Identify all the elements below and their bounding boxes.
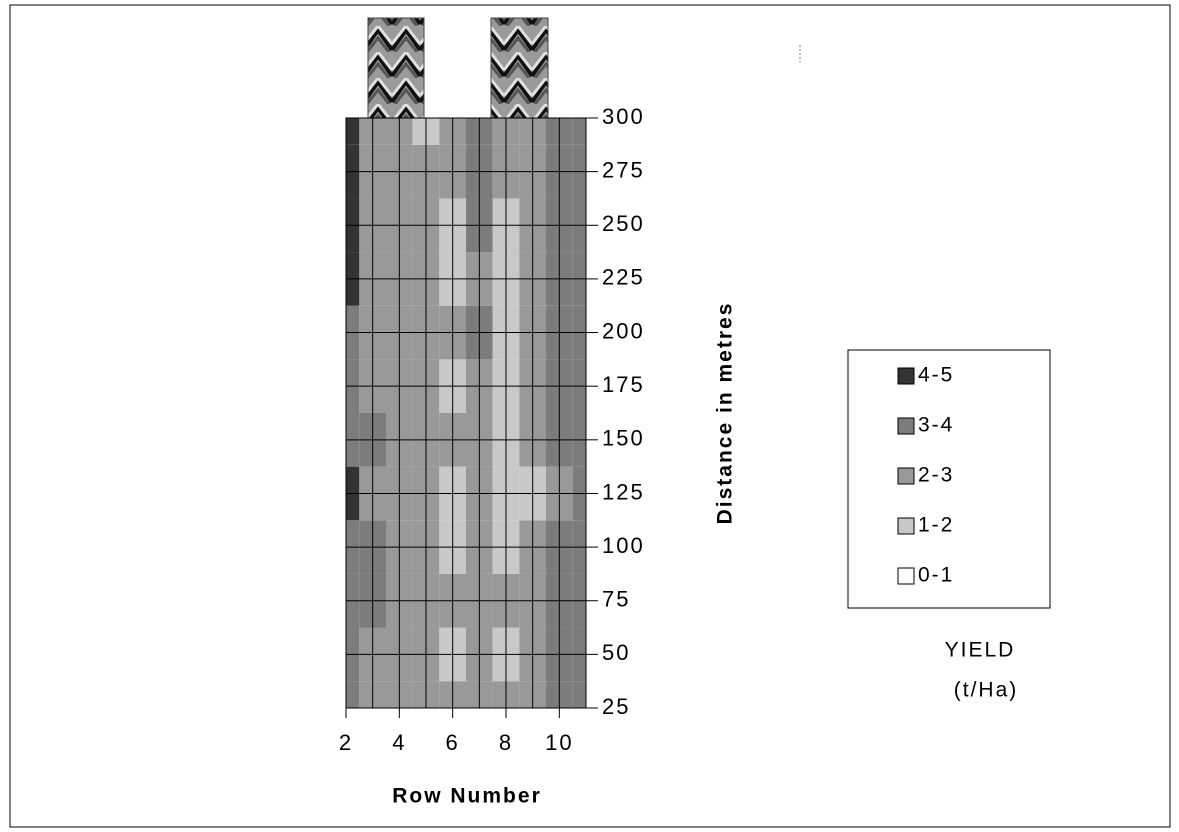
legend-swatch <box>898 568 914 584</box>
x-tick-label: 4 <box>392 730 406 755</box>
x-tick-label: 2 <box>339 730 353 755</box>
y-tick-label: 300 <box>602 104 645 129</box>
legend-swatch <box>898 418 914 434</box>
legend-swatch <box>898 518 914 534</box>
legend-label: 2-3 <box>918 464 954 487</box>
legend-title: YIELD <box>945 639 1016 662</box>
y-tick-label: 225 <box>602 265 645 290</box>
legend-label: 0-1 <box>918 564 954 587</box>
y-tick-label: 125 <box>602 479 645 504</box>
y-tick-label: 100 <box>602 533 645 558</box>
y-axis-title: Distance in metres <box>714 302 737 525</box>
x-axis-title: Row Number <box>392 785 542 808</box>
y-tick-label: 25 <box>602 694 630 719</box>
legend-label: 4-5 <box>918 364 954 387</box>
x-tick-label: 6 <box>446 730 460 755</box>
y-tick-label: 175 <box>602 372 645 397</box>
legend-swatch <box>898 468 914 484</box>
legend-title: (t/Ha) <box>954 679 1019 702</box>
y-tick-label: 150 <box>602 426 645 451</box>
y-tick-label: 200 <box>602 318 645 343</box>
tread-icon <box>491 18 548 118</box>
legend-label: 3-4 <box>918 414 954 437</box>
x-tick-label: 8 <box>499 730 513 755</box>
y-tick-label: 75 <box>602 587 630 612</box>
y-tick-label: 250 <box>602 211 645 236</box>
x-tick-label: 10 <box>545 730 573 755</box>
y-tick-label: 50 <box>602 640 630 665</box>
legend-swatch <box>898 368 914 384</box>
legend-label: 1-2 <box>918 514 954 537</box>
chart: Row Number Distance in metres 4-5 3-4 2-3 1… <box>0 0 1179 832</box>
tread-icon <box>368 18 424 118</box>
y-tick-label: 275 <box>602 157 645 182</box>
